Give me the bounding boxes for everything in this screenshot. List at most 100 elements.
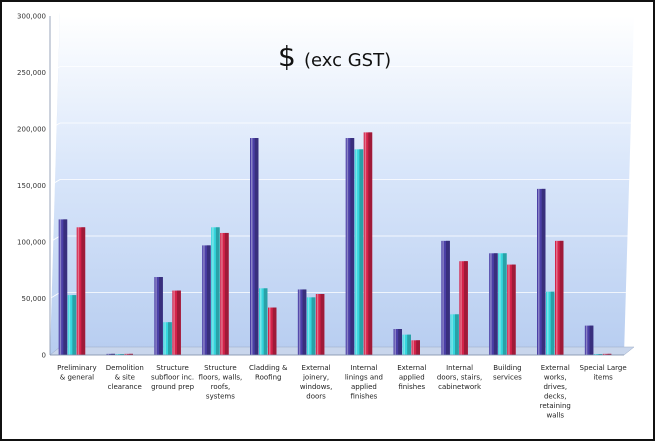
x-tick-label: Structure floors, walls, roofs, systems (199, 364, 243, 401)
x-axis: Preliminary & general Demolition & site clea… (50, 354, 627, 420)
bar-shade (416, 340, 420, 355)
bar (411, 340, 420, 355)
plot-background (49, 12, 635, 356)
bar-highlight (547, 291, 549, 355)
x-tick-label: Structure subfloor inc. ground prep (151, 364, 195, 391)
x-tick-label: External joinery, windows, doors (300, 364, 332, 401)
x-tick-label-line: ground prep (151, 383, 194, 391)
x-tick-label-line: joinery, (302, 374, 329, 382)
x-tick-label-line: services (493, 374, 522, 382)
bar-highlight (107, 353, 109, 355)
bar-highlight (251, 138, 253, 355)
x-tick-label-line: subfloor inc. (151, 374, 194, 382)
bar-face (354, 149, 364, 355)
chart-title: $ (exc GST) (278, 40, 391, 73)
bar (220, 232, 229, 355)
bar-face (489, 253, 498, 355)
x-tick-label-line: retaining (540, 402, 571, 410)
bar (345, 138, 355, 355)
x-tick-label-line: Structure (156, 364, 189, 372)
bar-highlight (442, 240, 444, 355)
bar-highlight (116, 354, 118, 355)
bar-shade (263, 288, 268, 355)
x-tick-label-line: Internal (350, 364, 377, 372)
bar-highlight (460, 261, 462, 355)
bar-highlight (355, 149, 358, 355)
bar (593, 354, 603, 355)
y-tick-label: 300,000 (17, 13, 46, 21)
bar-shade (177, 290, 181, 355)
x-tick-label-line: doors (306, 393, 326, 401)
x-tick-label-line: finishes (351, 393, 378, 401)
bar (537, 188, 546, 355)
x-tick-label-line: External (302, 364, 331, 372)
x-tick-label-line: clearance (108, 383, 142, 391)
bar-shade (502, 253, 507, 355)
bar-shade (464, 261, 468, 355)
x-tick-label: External applied finishes (397, 364, 426, 391)
gridline-side (49, 179, 61, 186)
bar-shade (541, 188, 546, 355)
bar-face (172, 290, 181, 355)
x-tick-label: Preliminary & general (57, 364, 97, 382)
bar (124, 353, 133, 355)
bar-face (546, 291, 555, 355)
bars (58, 132, 612, 355)
bar (315, 293, 325, 355)
gridline-side (49, 122, 61, 130)
bar-shade (254, 138, 259, 355)
bar-highlight (490, 253, 492, 355)
bar-highlight (68, 295, 71, 355)
bar-highlight (556, 240, 558, 355)
bar (306, 297, 316, 355)
bar-face (163, 322, 172, 355)
bar (441, 240, 450, 355)
x-tick-label-line: cabinetwork (438, 383, 482, 391)
bar-face (259, 288, 268, 355)
x-tick-label-line: External (541, 364, 570, 372)
bar-highlight (307, 297, 310, 355)
title-text: (exc GST) (304, 50, 391, 71)
x-tick-label: Demolition & site clearance (106, 364, 144, 391)
title-symbol: $ (278, 40, 296, 73)
bar-shade (129, 353, 133, 355)
bar-shade (398, 329, 402, 355)
bar-face (555, 240, 564, 355)
bar-shade (302, 289, 307, 355)
bar-highlight (346, 138, 349, 355)
bar-face (593, 354, 603, 355)
x-tick-label: Internal doors, stairs, cabinetwork (437, 364, 482, 391)
bar (163, 322, 172, 355)
bar-highlight (538, 188, 540, 355)
bar (172, 290, 181, 355)
bar-shade (168, 322, 172, 355)
bar-highlight (298, 289, 301, 355)
bar-face (211, 227, 220, 355)
bar (363, 132, 373, 355)
bar-highlight (173, 290, 175, 355)
bar-shade (368, 132, 373, 355)
bar-highlight (164, 322, 166, 355)
bar (450, 314, 459, 355)
bar-shade (215, 227, 220, 355)
bar-shade (550, 291, 555, 355)
bar-face (115, 354, 124, 355)
bar-face (459, 261, 468, 355)
bar-highlight (125, 353, 127, 355)
x-tick-label-line: doors, stairs, (437, 374, 482, 382)
bar-face (268, 307, 277, 355)
bar-shade (350, 138, 355, 355)
bar-highlight (155, 277, 157, 355)
bar-highlight (403, 334, 405, 355)
x-tick-label-line: floors, walls, (199, 374, 243, 382)
bar (489, 253, 498, 355)
bar-face (450, 314, 459, 355)
bar-face (363, 132, 373, 355)
bar-shade (206, 245, 211, 355)
bar-face (602, 353, 612, 355)
gridline-side (49, 235, 61, 243)
bar (584, 325, 594, 355)
bar-shade (407, 334, 411, 355)
bar-highlight (364, 132, 367, 355)
bar-face (220, 232, 229, 355)
